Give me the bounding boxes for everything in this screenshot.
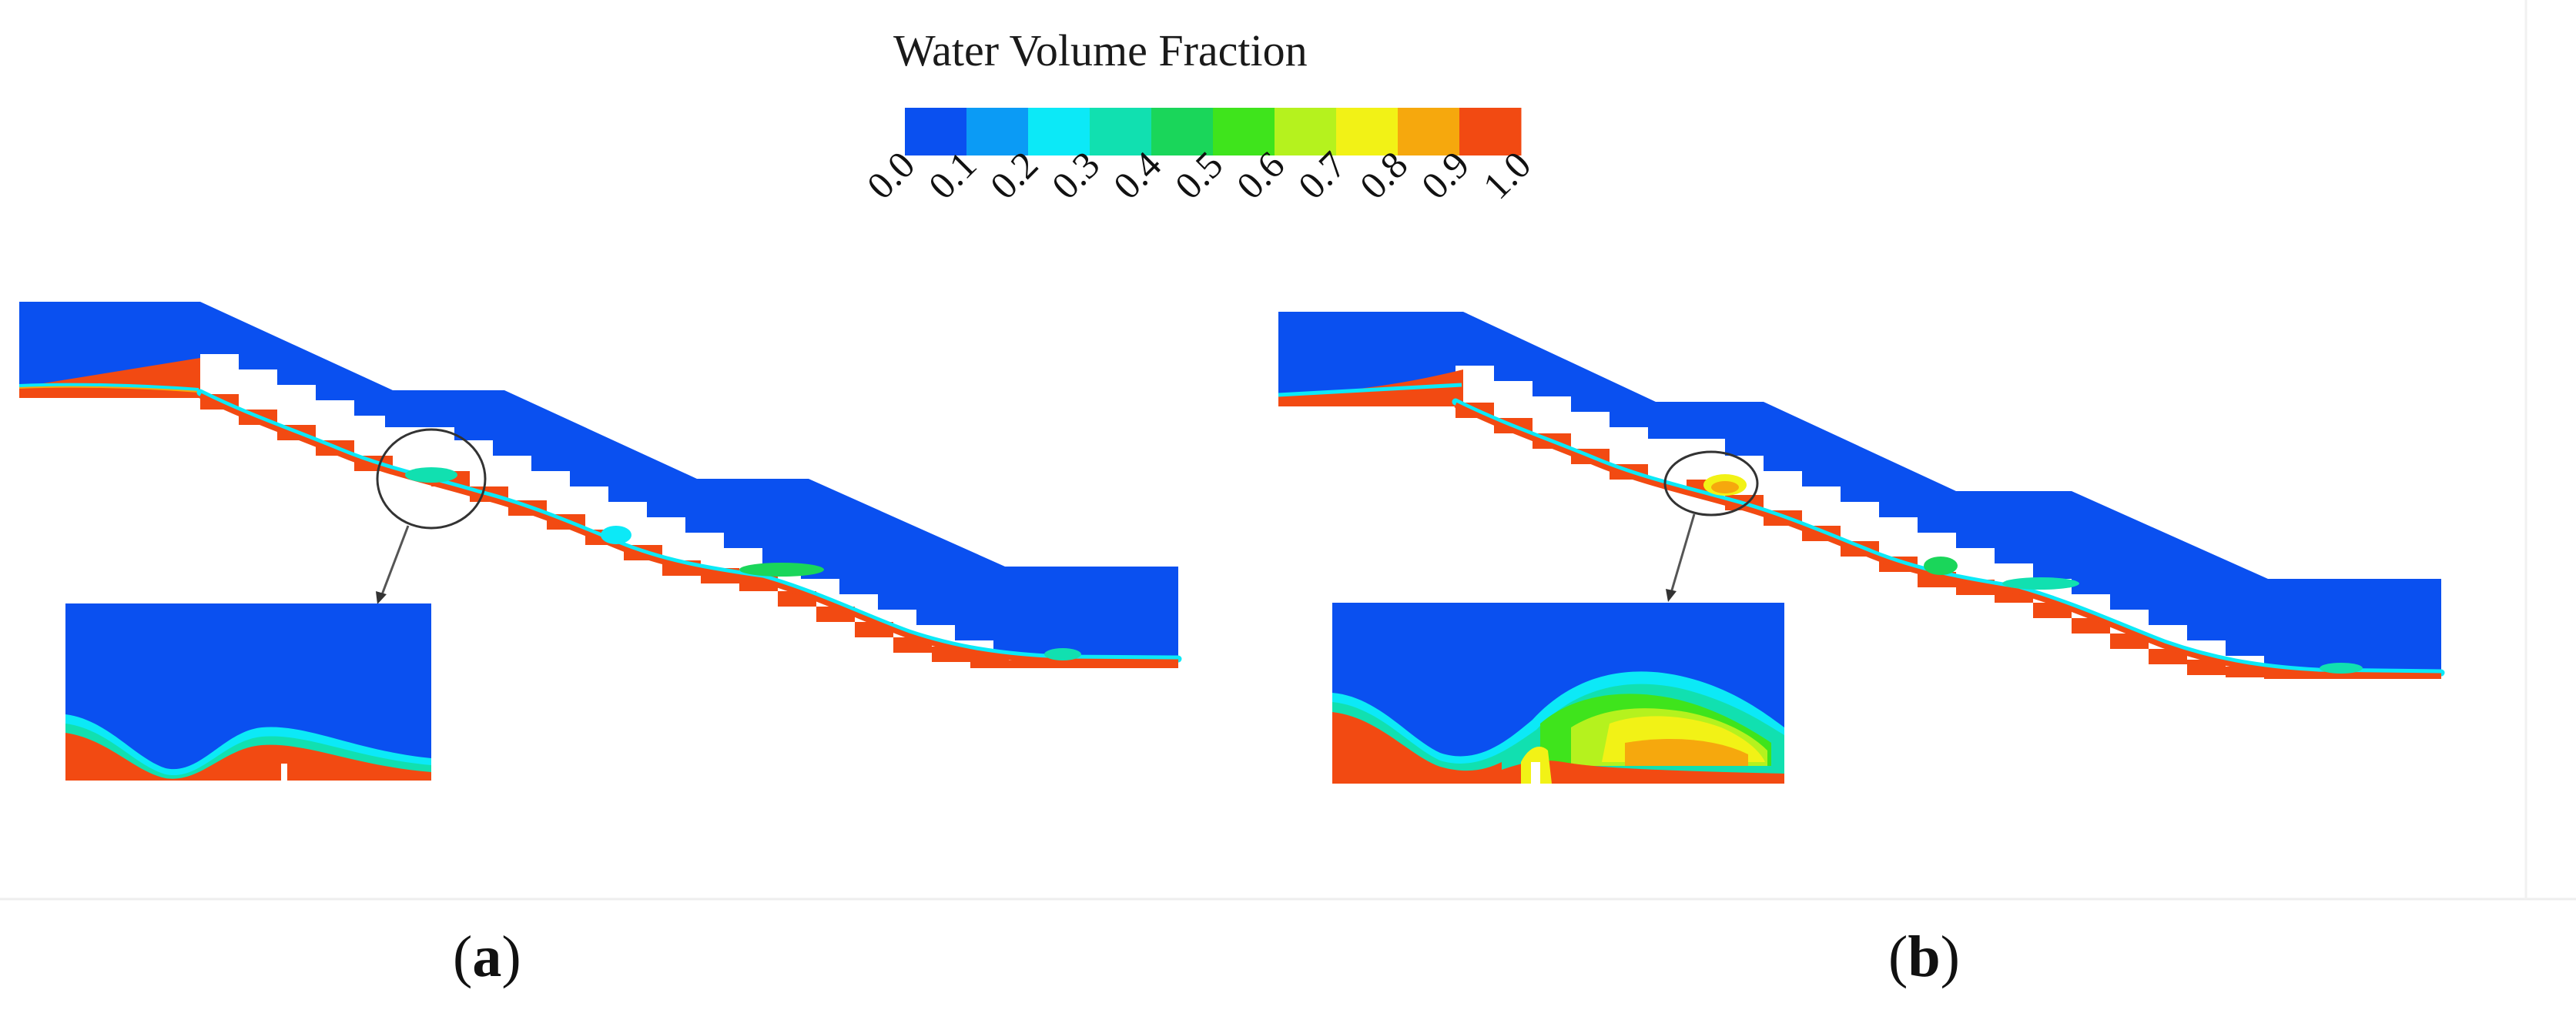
colorbar-swatch bbox=[905, 108, 967, 155]
colorbar-swatch bbox=[1151, 108, 1214, 155]
colorbar-swatch bbox=[1336, 108, 1399, 155]
colorbar-swatch bbox=[1275, 108, 1337, 155]
colorbar-swatch bbox=[1398, 108, 1460, 155]
panel-a-domain bbox=[18, 302, 1182, 668]
panel-a-zoom-inset bbox=[65, 603, 431, 781]
panel-a-label: (a) bbox=[453, 924, 521, 989]
colorbar-swatch bbox=[1459, 108, 1522, 155]
colorbar-swatch bbox=[966, 108, 1029, 155]
panel-b-domain bbox=[1278, 312, 2445, 679]
colorbar bbox=[905, 108, 1522, 155]
colorbar-swatch bbox=[1213, 108, 1275, 155]
colorbar-swatch bbox=[1090, 108, 1152, 155]
panel-b-zoom-inset bbox=[1332, 603, 1784, 784]
colorbar-swatch bbox=[1028, 108, 1090, 155]
panel-b-label: (b) bbox=[1888, 924, 1960, 989]
legend-title: Water Volume Fraction bbox=[893, 25, 1308, 75]
